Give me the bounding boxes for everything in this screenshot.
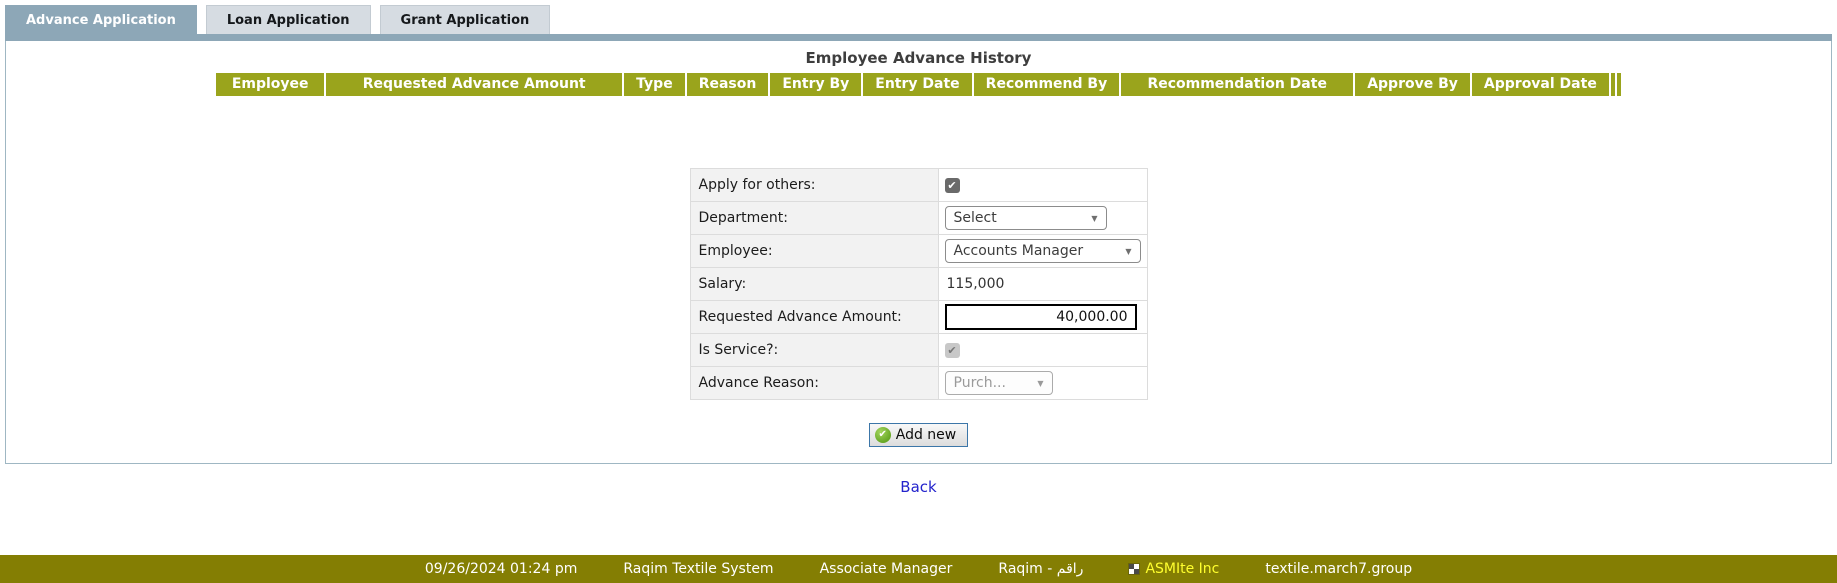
add-new-button-label: Add new bbox=[895, 427, 957, 443]
back-row: Back bbox=[0, 477, 1837, 496]
department-select[interactable]: Select ▼ bbox=[944, 206, 1107, 230]
footer-role: Associate Manager bbox=[819, 561, 953, 577]
employee-select-value: Accounts Manager bbox=[953, 243, 1084, 259]
tab-underline bbox=[5, 34, 1832, 41]
column-header-approve-by: Approve By bbox=[1355, 73, 1470, 96]
employee-label: Employee: bbox=[689, 234, 939, 268]
page-title: Employee Advance History bbox=[805, 49, 1032, 67]
chevron-down-icon: ▼ bbox=[1091, 213, 1098, 223]
employee-select[interactable]: Accounts Manager ▼ bbox=[944, 239, 1141, 263]
column-header-entry-date: Entry Date bbox=[863, 73, 972, 96]
footer-domain: textile.march7.group bbox=[1265, 561, 1413, 577]
department-label: Department: bbox=[689, 201, 939, 235]
footer-brand: Raqim - راقم bbox=[998, 561, 1084, 577]
is-service-checkbox[interactable] bbox=[944, 343, 960, 358]
chevron-down-icon: ▼ bbox=[1125, 246, 1132, 256]
advance-reason-label: Advance Reason: bbox=[689, 366, 939, 400]
apply-for-others-checkbox[interactable] bbox=[944, 178, 960, 193]
column-header-entry-by: Entry By bbox=[770, 73, 862, 96]
column-header-filler bbox=[1610, 73, 1615, 96]
advance-application-panel: Employee Advance History Employee Reques… bbox=[5, 41, 1832, 464]
add-new-row: ✔ Add new bbox=[6, 422, 1831, 447]
column-header-filler bbox=[1616, 73, 1621, 96]
add-new-button[interactable]: ✔ Add new bbox=[868, 423, 969, 447]
column-header-requested-advance-amount: Requested Advance Amount bbox=[326, 73, 623, 96]
apply-for-others-label: Apply for others: bbox=[689, 168, 939, 202]
advance-reason-select-value: Purch... bbox=[953, 375, 1006, 391]
footer-datetime: 09/26/2024 01:24 pm bbox=[424, 561, 578, 577]
department-select-value: Select bbox=[953, 210, 997, 226]
is-service-label: Is Service?: bbox=[689, 333, 939, 367]
form-row-employee: Employee: Accounts Manager ▼ bbox=[689, 234, 1148, 268]
footer-company-name[interactable]: ASMIte Inc bbox=[1145, 561, 1220, 577]
history-table-header: Employee Requested Advance Amount Type R… bbox=[6, 73, 1831, 96]
form-row-is-service: Is Service?: bbox=[689, 333, 1148, 367]
column-header-recommend-by: Recommend By bbox=[973, 73, 1120, 96]
tab-advance-application[interactable]: Advance Application bbox=[5, 5, 197, 34]
footer-company: ASMIte Inc bbox=[1128, 561, 1220, 577]
tab-loan-application[interactable]: Loan Application bbox=[205, 5, 371, 34]
asmite-logo-icon bbox=[1128, 563, 1141, 575]
column-header-reason: Reason bbox=[686, 73, 769, 96]
column-header-type: Type bbox=[624, 73, 685, 96]
form-row-requested-advance-amount: Requested Advance Amount: bbox=[689, 300, 1148, 334]
form-row-department: Department: Select ▼ bbox=[689, 201, 1148, 235]
form-row-salary: Salary: 115,000 bbox=[689, 267, 1148, 301]
column-header-approval-date: Approval Date bbox=[1471, 73, 1609, 96]
requested-advance-amount-input[interactable] bbox=[944, 304, 1137, 330]
requested-advance-amount-label: Requested Advance Amount: bbox=[689, 300, 939, 334]
chevron-down-icon: ▼ bbox=[1037, 378, 1044, 388]
tab-grant-application[interactable]: Grant Application bbox=[379, 5, 551, 34]
back-link[interactable]: Back bbox=[900, 478, 937, 496]
column-header-employee: Employee bbox=[216, 73, 325, 96]
form-row-apply-for-others: Apply for others: bbox=[689, 168, 1148, 202]
column-header-recommendation-date: Recommendation Date bbox=[1121, 73, 1354, 96]
salary-label: Salary: bbox=[689, 267, 939, 301]
check-circle-icon: ✔ bbox=[874, 427, 891, 443]
advance-request-form: Apply for others: Department: Select ▼ E… bbox=[689, 168, 1148, 400]
footer-bar: 09/26/2024 01:24 pm Raqim Textile System… bbox=[0, 555, 1837, 583]
salary-value: 115,000 bbox=[946, 276, 1005, 292]
form-row-advance-reason: Advance Reason: Purch... ▼ bbox=[689, 366, 1148, 400]
footer-system-name: Raqim Textile System bbox=[623, 561, 774, 577]
tab-bar: Advance Application Loan Application Gra… bbox=[0, 0, 1837, 34]
advance-reason-select[interactable]: Purch... ▼ bbox=[944, 371, 1053, 395]
